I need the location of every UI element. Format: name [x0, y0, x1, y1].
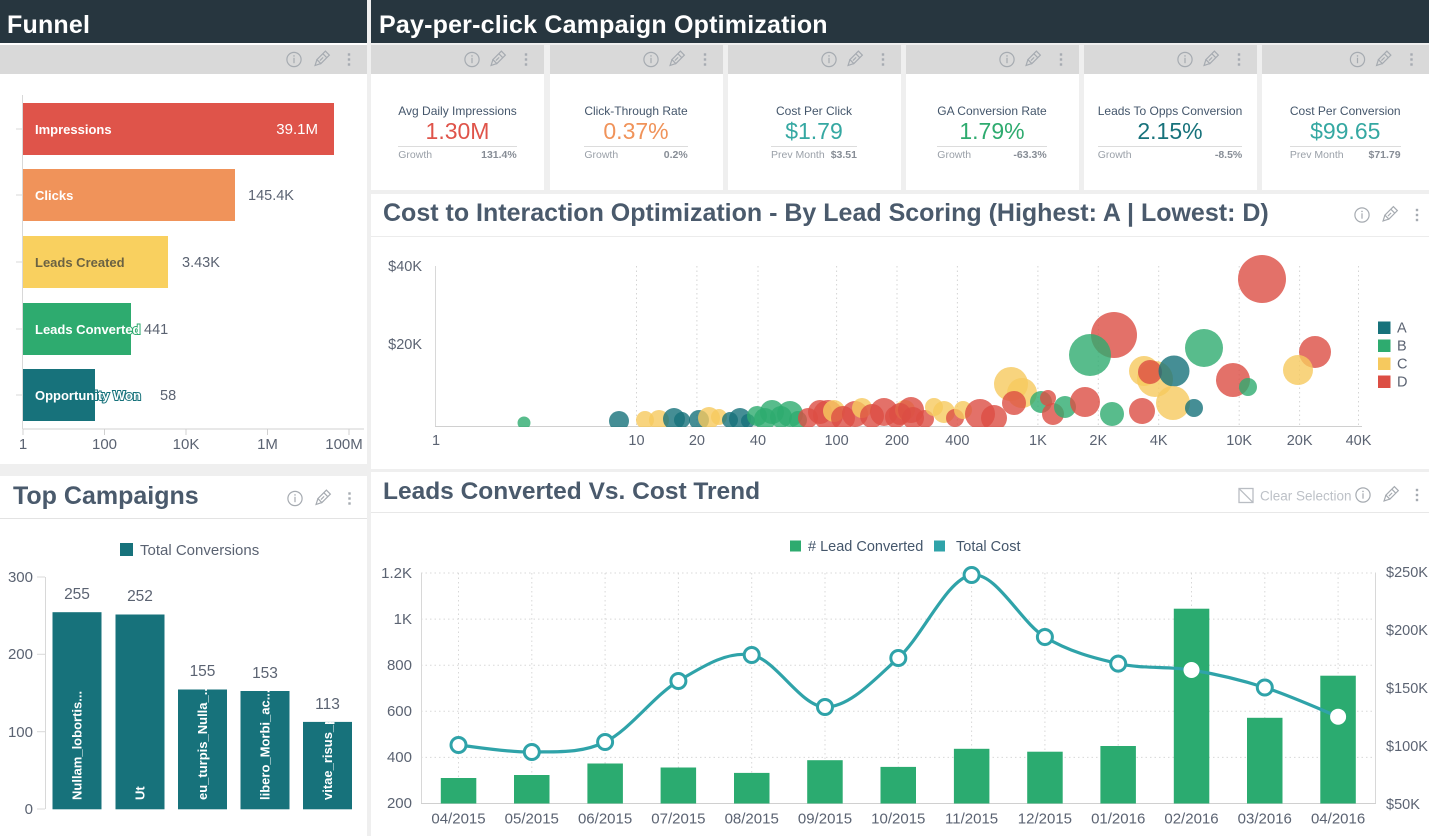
svg-text:400: 400 [387, 749, 412, 766]
svg-text:145.4K: 145.4K [248, 188, 294, 204]
svg-text:C: C [1397, 357, 1407, 373]
svg-text:2K: 2K [1089, 433, 1107, 449]
svg-text:4K: 4K [1150, 433, 1168, 449]
svg-text:40: 40 [750, 433, 766, 449]
svg-text:05/2015: 05/2015 [505, 811, 559, 828]
svg-text:3.43K: 3.43K [182, 255, 220, 271]
svg-text:Impressions: Impressions [35, 122, 112, 137]
svg-text:100: 100 [92, 436, 117, 453]
svg-text:$250K: $250K [1386, 565, 1428, 581]
svg-text:58: 58 [160, 388, 176, 404]
svg-text:1M: 1M [257, 436, 278, 453]
svg-text:libero_Morbi_ac...: libero_Morbi_ac... [258, 689, 273, 800]
svg-text:09/2015: 09/2015 [798, 811, 852, 828]
svg-text:10K: 10K [173, 436, 200, 453]
svg-text:# Lead Converted: # Lead Converted [808, 539, 923, 555]
svg-text:155: 155 [190, 663, 216, 680]
svg-text:400: 400 [945, 433, 969, 449]
svg-text:100: 100 [824, 433, 848, 449]
svg-text:$40K: $40K [388, 259, 422, 275]
svg-text:20K: 20K [1287, 433, 1313, 449]
svg-text:252: 252 [127, 588, 153, 605]
svg-text:$100K: $100K [1386, 739, 1428, 755]
svg-text:0: 0 [25, 801, 33, 818]
svg-text:10: 10 [628, 433, 644, 449]
svg-text:Nullam_lobortis...: Nullam_lobortis... [70, 691, 85, 800]
svg-text:D: D [1397, 375, 1407, 391]
svg-text:800: 800 [387, 657, 412, 674]
svg-text:Clear Selection: Clear Selection [1260, 489, 1352, 504]
svg-text:Opportunity Won: Opportunity Won [35, 388, 141, 403]
svg-text:$20K: $20K [388, 337, 422, 353]
svg-text:07/2015: 07/2015 [651, 811, 705, 828]
svg-text:Clicks: Clicks [35, 188, 73, 203]
svg-text:04/2015: 04/2015 [431, 811, 485, 828]
svg-text:$150K: $150K [1386, 681, 1428, 697]
svg-text:1.2K: 1.2K [381, 565, 412, 582]
svg-text:02/2016: 02/2016 [1164, 811, 1218, 828]
svg-text:Leads Created: Leads Created [35, 255, 125, 270]
svg-text:06/2015: 06/2015 [578, 811, 632, 828]
svg-text:eu_turpis_Nulla_...: eu_turpis_Nulla_... [195, 684, 210, 800]
svg-text:08/2015: 08/2015 [725, 811, 779, 828]
svg-text:Ut: Ut [133, 786, 148, 800]
svg-text:04/2016: 04/2016 [1311, 811, 1365, 828]
svg-text:B: B [1397, 339, 1407, 355]
svg-text:12/2015: 12/2015 [1018, 811, 1072, 828]
svg-text:1K: 1K [1029, 433, 1047, 449]
svg-text:10/2015: 10/2015 [871, 811, 925, 828]
svg-text:$50K: $50K [1386, 797, 1420, 813]
svg-text:1: 1 [19, 436, 27, 453]
svg-text:Total Cost: Total Cost [956, 539, 1020, 555]
svg-text:$200K: $200K [1386, 623, 1428, 639]
svg-text:Leads Converted: Leads Converted [35, 322, 141, 337]
svg-text:40K: 40K [1346, 433, 1372, 449]
svg-text:A: A [1397, 321, 1407, 337]
svg-text:255: 255 [64, 586, 90, 603]
svg-text:441: 441 [144, 322, 168, 338]
svg-text:113: 113 [315, 696, 340, 713]
svg-text:39.1M: 39.1M [276, 121, 318, 138]
svg-text:Total Conversions: Total Conversions [140, 542, 259, 559]
svg-text:153: 153 [252, 665, 278, 682]
svg-text:100: 100 [8, 724, 33, 741]
svg-text:100M: 100M [325, 436, 363, 453]
svg-text:03/2016: 03/2016 [1238, 811, 1292, 828]
svg-text:vitae_risus_p...: vitae_risus_p... [320, 706, 335, 800]
svg-text:20: 20 [689, 433, 705, 449]
svg-text:200: 200 [387, 795, 412, 812]
svg-text:600: 600 [387, 703, 412, 720]
svg-text:200: 200 [8, 646, 33, 663]
svg-text:1: 1 [432, 433, 440, 449]
svg-text:300: 300 [8, 569, 33, 586]
svg-text:11/2015: 11/2015 [945, 811, 998, 828]
svg-text:10K: 10K [1226, 433, 1252, 449]
svg-text:01/2016: 01/2016 [1091, 811, 1145, 828]
svg-text:1K: 1K [394, 611, 412, 628]
svg-text:200: 200 [885, 433, 909, 449]
